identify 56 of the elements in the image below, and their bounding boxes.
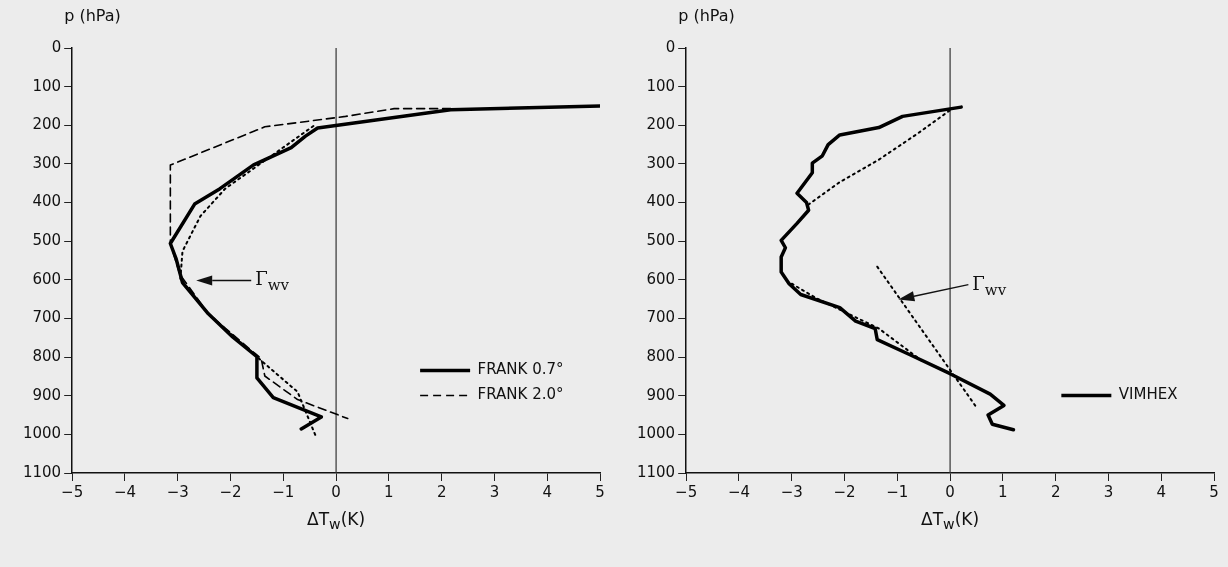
annotation: Γ$_{wv}$ bbox=[255, 268, 290, 295]
annotation: Γ$_{wv}$ bbox=[972, 272, 1007, 299]
x-tick-label: −5 bbox=[61, 482, 84, 501]
y-tick-label: 100 bbox=[646, 76, 676, 95]
y-tick-label: 500 bbox=[646, 231, 676, 250]
x-tick-label: 5 bbox=[1209, 482, 1219, 501]
x-tick-label: 3 bbox=[1103, 482, 1114, 501]
line-series bbox=[807, 109, 951, 206]
y-tick-label: 100 bbox=[32, 76, 62, 95]
x-tick-label: 3 bbox=[489, 482, 500, 501]
y-tick-label: 600 bbox=[32, 269, 62, 288]
y-tick-label: 1000 bbox=[636, 424, 676, 443]
y-tick-label: 400 bbox=[32, 192, 62, 211]
y-axis-title: p (hPa) bbox=[64, 6, 121, 25]
x-tick-label: −1 bbox=[886, 482, 909, 501]
x-tick-label: 5 bbox=[595, 482, 605, 501]
x-tick-label: −2 bbox=[833, 482, 856, 501]
y-tick-label: 900 bbox=[32, 385, 62, 404]
x-tick-label: 0 bbox=[331, 482, 341, 501]
y-tick-label: 1100 bbox=[22, 462, 62, 481]
y-tick-label: 500 bbox=[32, 231, 62, 250]
x-tick-label: 4 bbox=[542, 482, 552, 501]
y-tick-label: 400 bbox=[646, 192, 676, 211]
y-tick-label: 300 bbox=[32, 153, 62, 172]
x-tick-label: −1 bbox=[272, 482, 295, 501]
x-tick-label: 2 bbox=[1050, 482, 1061, 501]
y-tick-label: 200 bbox=[646, 115, 676, 134]
x-tick-label: 1 bbox=[998, 482, 1008, 501]
y-tick-label: 0 bbox=[51, 37, 62, 56]
y-tick-label: 800 bbox=[646, 346, 676, 365]
y-tick-label: 1100 bbox=[636, 462, 676, 481]
x-tick-label: −3 bbox=[166, 482, 189, 501]
y-tick-label: 900 bbox=[646, 385, 676, 404]
y-tick-label: 600 bbox=[646, 269, 676, 288]
x-tick-label: 2 bbox=[436, 482, 447, 501]
y-tick-label: 800 bbox=[32, 346, 62, 365]
legend-label: VIMHEX bbox=[1118, 385, 1178, 404]
y-tick-label: 200 bbox=[32, 115, 62, 134]
x-tick-label: 4 bbox=[1156, 482, 1166, 501]
x-tick-label: 1 bbox=[384, 482, 394, 501]
x-tick-label: −4 bbox=[727, 482, 751, 501]
x-tick-label: −2 bbox=[219, 482, 242, 501]
y-axis-title: p (hPa) bbox=[678, 6, 735, 25]
legend-label: FRANK 0.7° bbox=[477, 360, 564, 379]
y-tick-label: 0 bbox=[665, 37, 676, 56]
y-tick-label: 300 bbox=[646, 153, 676, 172]
x-tick-label: −5 bbox=[675, 482, 698, 501]
x-tick-label: 0 bbox=[945, 482, 955, 501]
x-tick-label: −3 bbox=[780, 482, 803, 501]
y-tick-label: 1000 bbox=[22, 424, 62, 443]
x-axis-title: ΔT$_{w}$(K) bbox=[307, 509, 366, 533]
x-axis-title: ΔT$_{w}$(K) bbox=[921, 509, 980, 533]
y-tick-label: 700 bbox=[646, 308, 676, 327]
x-tick-label: −4 bbox=[113, 482, 137, 501]
legend-label: FRANK 2.0° bbox=[477, 385, 564, 404]
y-tick-label: 700 bbox=[32, 308, 62, 327]
